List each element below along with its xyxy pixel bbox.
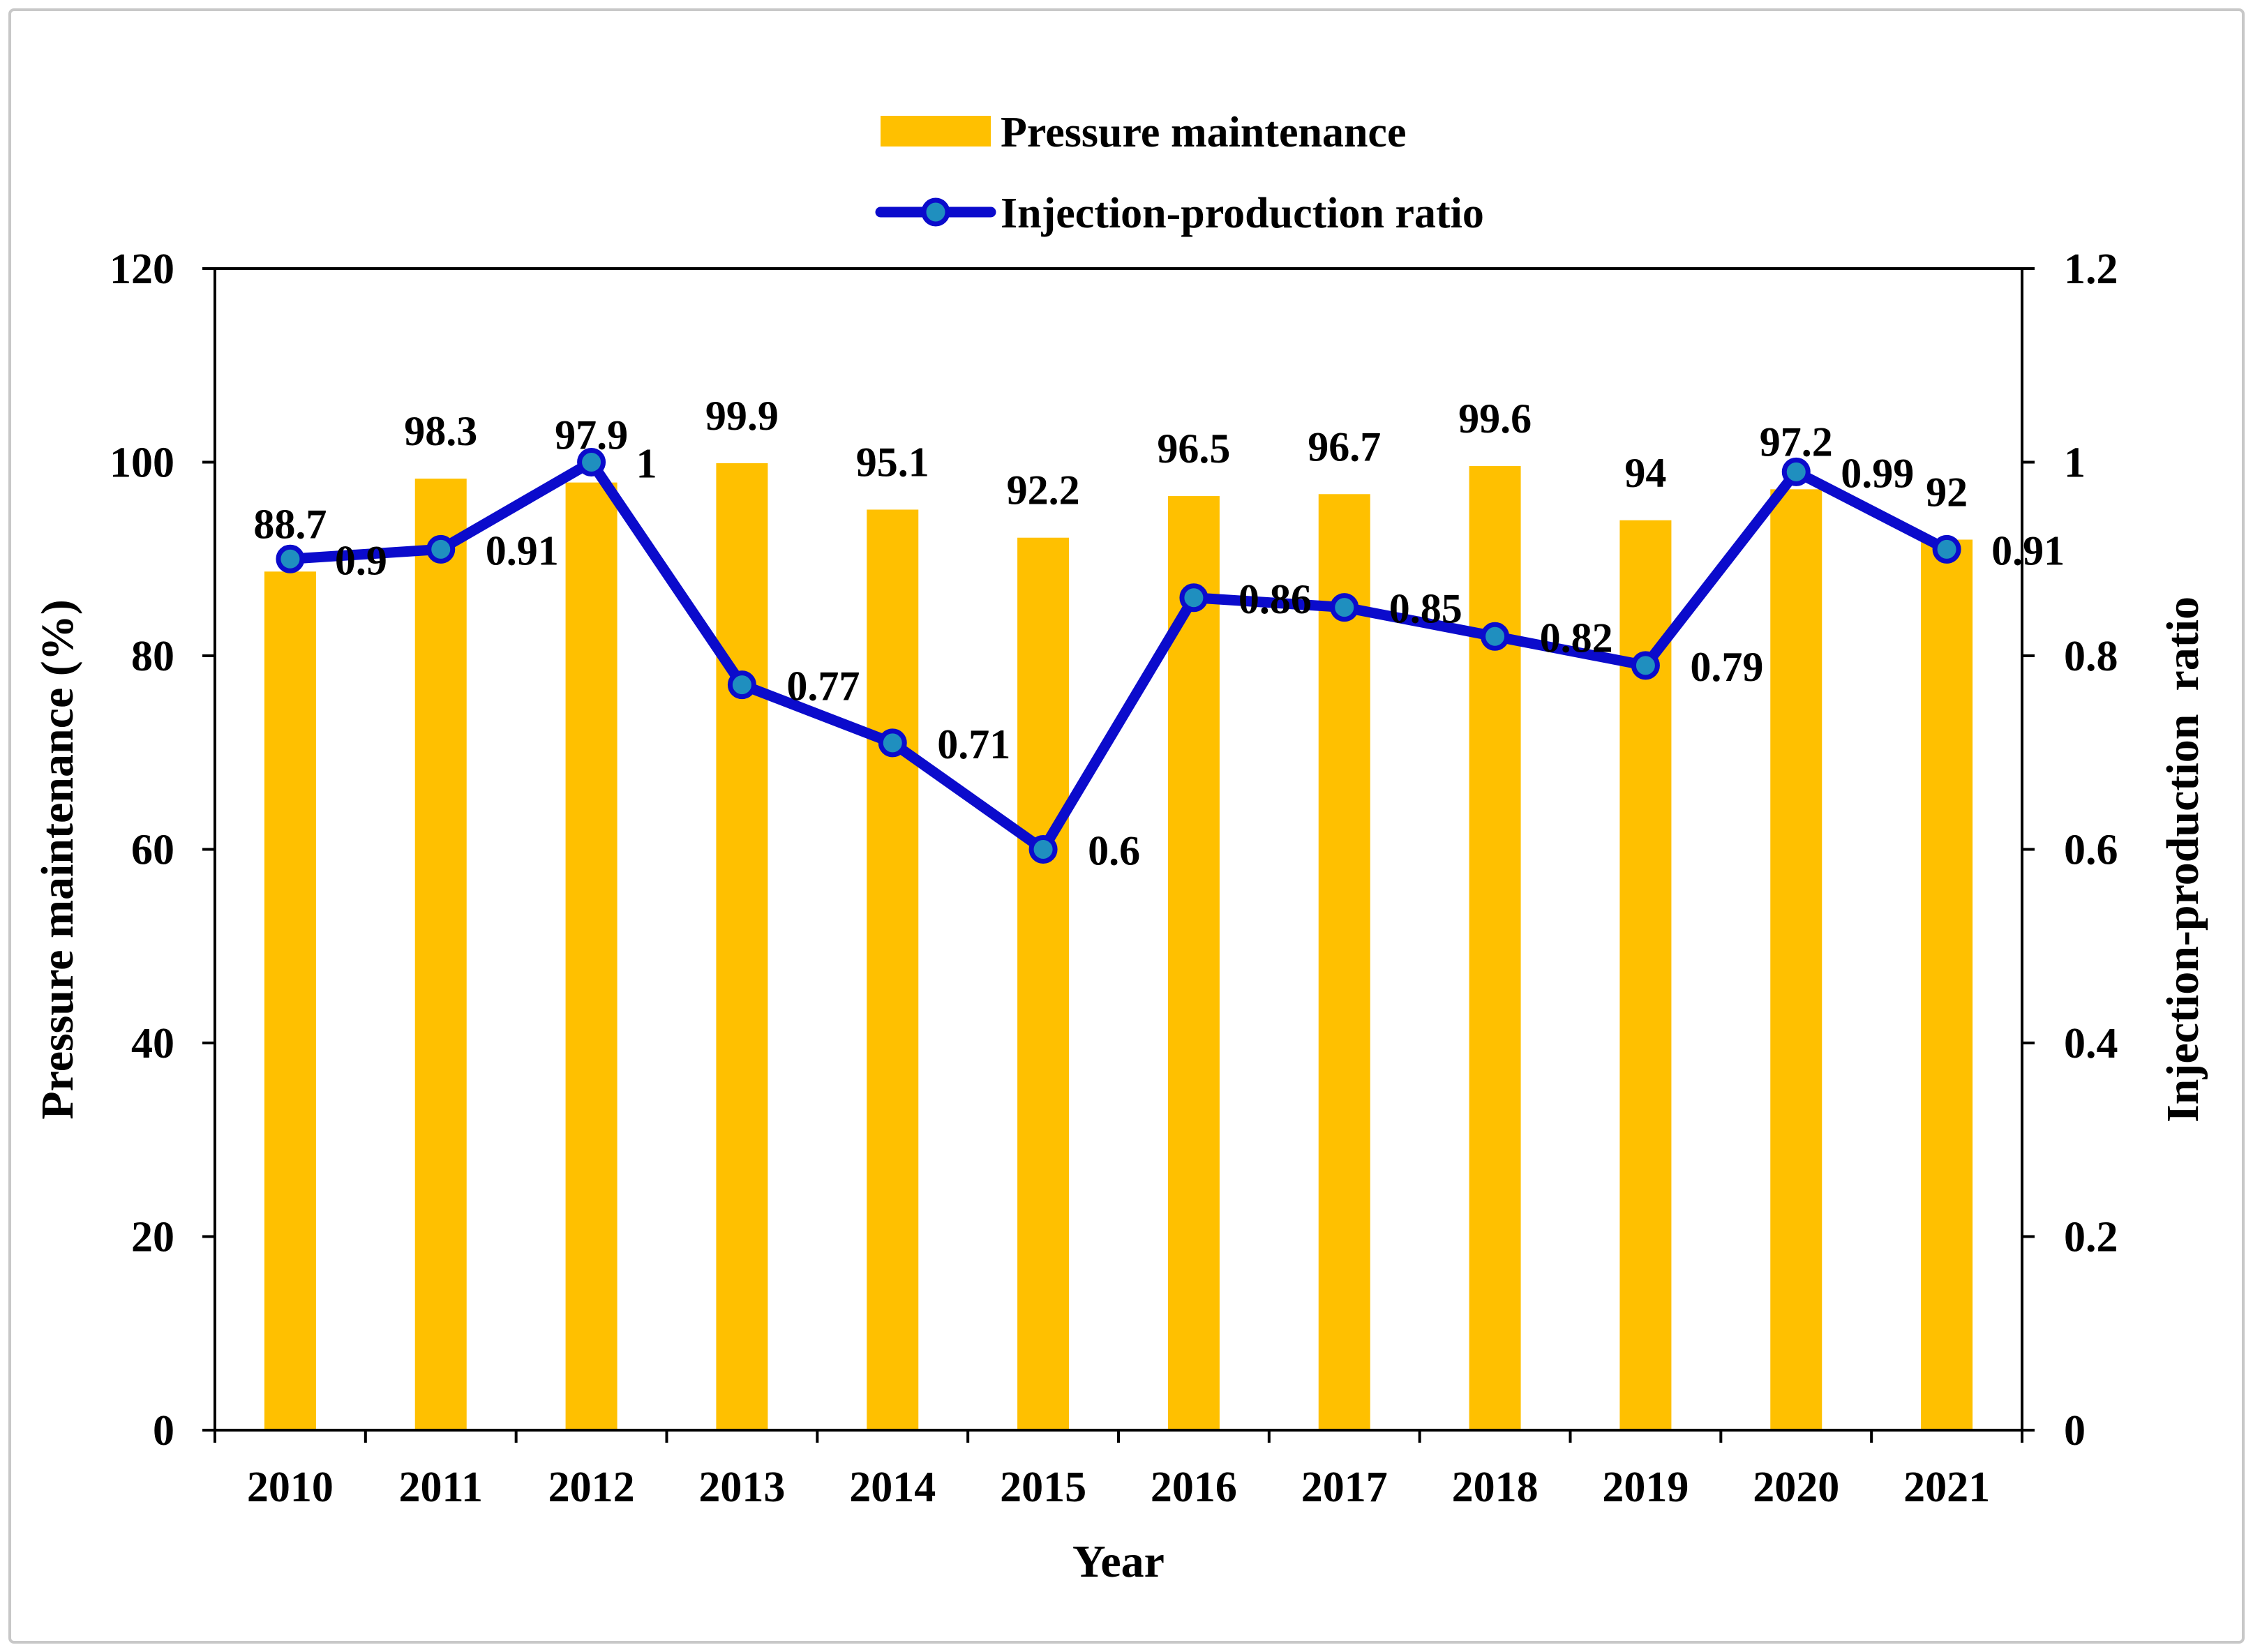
bar-value-label: 99.9 — [705, 393, 779, 439]
line-value-label: 0.86 — [1238, 576, 1312, 622]
bar-series-pressure-maintenance — [264, 463, 1973, 1431]
bar-value-label: 97.2 — [1760, 419, 1833, 465]
bar-2014 — [867, 509, 919, 1430]
line-value-label: 0.99 — [1841, 450, 1914, 496]
x-axis-title: Year — [1072, 1536, 1165, 1587]
line-value-label: 0.9 — [335, 537, 387, 583]
line-marker-2015 — [1028, 835, 1058, 864]
line-marker-2019 — [1631, 651, 1660, 680]
chart-frame — [8, 8, 2245, 1644]
line-value-label: 0.77 — [786, 663, 860, 709]
y-tick-label: 80 — [131, 633, 174, 680]
x-tick-label: 2019 — [1602, 1464, 1689, 1511]
x-tick-label: 2018 — [1452, 1464, 1539, 1511]
y-tick-label: 100 — [110, 440, 174, 487]
x-tick-label: 2016 — [1151, 1464, 1237, 1511]
line-marker-2021 — [1932, 534, 1961, 564]
y2-axis-title: Injection-production ratio — [2157, 596, 2208, 1122]
line-marker-2020 — [1781, 457, 1811, 486]
bar-2016 — [1167, 496, 1220, 1430]
bar-value-label: 98.3 — [404, 408, 477, 454]
y2-tick-label: 0.8 — [2064, 633, 2118, 680]
y2-tick-label: 1 — [2064, 440, 2086, 487]
x-tick-label: 2021 — [1903, 1464, 1990, 1511]
y-tick-label: 0 — [153, 1407, 174, 1455]
x-tick-label: 2013 — [698, 1464, 785, 1511]
line-value-label: 0.6 — [1088, 828, 1140, 874]
bar-value-label: 97.9 — [555, 412, 628, 458]
line-marker-2013 — [727, 670, 756, 700]
y2-tick-label: 0.2 — [2064, 1214, 2118, 1261]
line-marker-2016 — [1179, 583, 1208, 613]
x-tick-label: 2011 — [398, 1464, 483, 1511]
bar-2017 — [1318, 494, 1370, 1430]
y2-tick-label: 1.2 — [2064, 246, 2118, 293]
bar-2013 — [716, 463, 768, 1431]
legend-label-pressure-maintenance: Pressure maintenance — [1001, 109, 1406, 156]
line-value-label: 0.71 — [937, 721, 1010, 767]
line-series-injection-production-ratio — [276, 448, 1961, 864]
line-marker-2010 — [276, 544, 305, 573]
bar-2012 — [565, 482, 617, 1431]
line-value-label: 0.91 — [486, 527, 559, 573]
x-tick-label: 2012 — [548, 1464, 635, 1511]
x-tick-label: 2020 — [1753, 1464, 1839, 1511]
line-value-label: 0.91 — [1991, 527, 2065, 573]
bar-value-label: 99.6 — [1458, 396, 1532, 442]
y2-tick-label: 0.6 — [2064, 827, 2118, 874]
legend: Pressure maintenance Injection-productio… — [875, 109, 1484, 237]
line-marker-2014 — [878, 728, 907, 758]
y2-tick-label: 0.4 — [2064, 1020, 2118, 1067]
y-axis-title: Pressure maintenance (%) — [32, 599, 83, 1119]
y-tick-label: 120 — [110, 246, 174, 293]
y-tick-label: 60 — [131, 827, 174, 874]
bar-2015 — [1017, 537, 1070, 1430]
legend-swatch-pressure-maintenance — [881, 116, 991, 147]
y-tick-label: 40 — [131, 1020, 174, 1067]
legend-label-injection-production-ratio: Injection-production ratio — [1001, 190, 1484, 237]
bar-value-label: 94 — [1624, 450, 1666, 496]
x-tick-label: 2010 — [247, 1464, 334, 1511]
line-marker-2018 — [1481, 622, 1510, 651]
bar-2011 — [414, 479, 467, 1430]
bar-2021 — [1921, 539, 1973, 1430]
data-labels: 88.7 98.3 97.9 99.9 95.1 92.2 96.5 96.7 99.6 94 97… — [253, 393, 2065, 874]
bar-value-label: 96.5 — [1157, 426, 1230, 472]
line-value-label: 0.79 — [1690, 644, 1763, 690]
line-path — [285, 457, 1952, 855]
legend-marker-injection-production-ratio — [921, 197, 950, 227]
bar-value-label: 95.1 — [856, 439, 929, 485]
bar-2010 — [264, 571, 316, 1430]
x-tick-label: 2017 — [1301, 1464, 1388, 1511]
bar-2020 — [1770, 489, 1822, 1430]
bar-value-label: 96.7 — [1308, 423, 1381, 470]
bar-value-label: 92.2 — [1007, 467, 1080, 513]
y2-tick-label: 0 — [2064, 1407, 2086, 1455]
line-marker-2017 — [1330, 593, 1359, 622]
line-value-label: 0.85 — [1389, 586, 1462, 632]
x-tick-label: 2014 — [849, 1464, 936, 1511]
bar-2018 — [1469, 466, 1521, 1430]
line-value-label: 0.82 — [1540, 615, 1613, 661]
bar-value-label: 92 — [1926, 470, 1968, 516]
bar-value-label: 88.7 — [253, 501, 327, 547]
line-marker-2011 — [426, 534, 456, 564]
axes: 0 20 40 60 80 100 120 0 0.2 0.4 0.6 0.8 1 1.2 2010 2011… — [110, 246, 2118, 1511]
line-value-label: 1 — [636, 441, 657, 487]
x-tick-label: 2015 — [1000, 1464, 1086, 1511]
line-marker-2012 — [577, 448, 606, 476]
y-tick-label: 20 — [131, 1214, 174, 1261]
